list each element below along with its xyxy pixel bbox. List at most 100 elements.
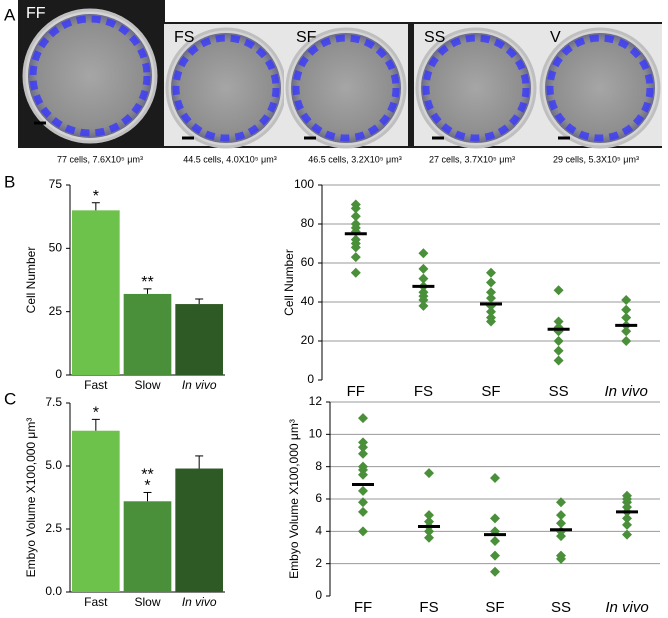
y-tick-label: 75	[49, 177, 63, 191]
significance-mark: *	[93, 188, 99, 205]
nuclei	[172, 34, 280, 142]
bar	[175, 468, 223, 592]
data-point	[621, 326, 632, 337]
significance-mark: *	[144, 478, 150, 495]
panel-label: A	[4, 5, 16, 24]
bar	[123, 501, 172, 592]
data-point	[486, 277, 496, 288]
y-axis-label: Embyo Volume X100,000 μm³	[24, 418, 38, 578]
y-tick-label: 8	[315, 459, 322, 473]
data-point	[553, 345, 564, 356]
panel-label: C	[4, 389, 16, 408]
x-tick-label: FF	[347, 383, 365, 400]
y-tick-label: 0	[307, 372, 314, 386]
panel-label: B	[4, 172, 15, 191]
data-point	[358, 448, 368, 459]
data-point	[418, 295, 429, 306]
y-tick-label: 40	[301, 294, 315, 308]
x-tick-label: SF	[485, 599, 504, 616]
data-point	[490, 513, 500, 524]
x-tick-label: FS	[414, 383, 433, 400]
data-point	[358, 469, 368, 480]
data-point	[358, 526, 368, 537]
data-point	[556, 497, 566, 508]
data-point	[358, 442, 368, 453]
data-point	[556, 510, 566, 521]
micrograph: SF	[284, 24, 408, 149]
y-tick-label: 12	[309, 394, 323, 408]
data-point	[418, 263, 429, 274]
data-point	[486, 287, 496, 298]
micrograph: FS	[164, 24, 288, 149]
image-label: FS	[174, 29, 194, 46]
y-tick-label: 2.5	[45, 521, 62, 535]
x-tick-label: SS	[551, 599, 571, 616]
data-point	[350, 211, 361, 222]
embryo	[545, 33, 655, 143]
data-point	[358, 485, 368, 496]
image-caption: 27 cells, 3.7X10⁵ μm³	[429, 154, 515, 164]
bar	[123, 293, 172, 375]
data-point	[486, 316, 496, 327]
data-point	[350, 203, 361, 214]
embryo	[28, 14, 152, 138]
data-point	[358, 506, 368, 517]
y-axis-label: Embyo Volume X100,000 μm³	[287, 419, 301, 579]
data-point	[622, 513, 632, 524]
data-point	[490, 550, 500, 561]
data-point	[350, 242, 361, 253]
significance-mark: **	[141, 274, 153, 291]
data-point	[556, 518, 566, 529]
data-point	[621, 336, 632, 346]
data-point	[553, 316, 564, 327]
y-tick-label: 5.0	[45, 458, 62, 472]
y-tick-label: 25	[49, 304, 63, 318]
data-point	[486, 306, 496, 317]
data-point	[418, 273, 429, 284]
embryo	[421, 33, 531, 143]
x-tick-label: FF	[354, 599, 372, 616]
y-tick-label: 60	[301, 255, 315, 269]
y-tick-label: 4	[315, 524, 322, 538]
x-tick-label: Slow	[134, 378, 160, 392]
significance-mark: **	[141, 467, 153, 484]
image-label: V	[550, 29, 561, 46]
y-axis-label: Cell Number	[24, 247, 38, 314]
y-axis-label: Cell Number	[282, 249, 296, 316]
data-point	[621, 304, 632, 315]
x-tick-label: Fast	[84, 378, 108, 392]
y-tick-label: 20	[301, 333, 315, 347]
nuclei	[292, 34, 400, 142]
y-tick-label: 10	[309, 427, 323, 441]
x-tick-label: In vivo	[605, 599, 648, 616]
x-tick-label: SS	[549, 383, 569, 400]
image-caption: 46.5 cells, 3.2X10⁵ μm³	[308, 154, 401, 164]
data-point	[490, 536, 500, 547]
bar	[72, 210, 120, 375]
data-point	[358, 497, 368, 508]
data-point	[621, 312, 632, 323]
data-point	[424, 510, 434, 521]
data-point	[556, 531, 566, 542]
y-tick-label: 0	[55, 367, 62, 381]
data-point	[490, 472, 500, 483]
data-point	[621, 295, 632, 306]
micrograph: FF	[22, 5, 158, 144]
data-point	[424, 468, 434, 479]
data-point	[553, 336, 564, 346]
data-point	[553, 355, 564, 366]
x-tick-label: In vivo	[182, 378, 217, 392]
data-point	[424, 532, 434, 543]
data-point	[418, 300, 429, 311]
image-label: SF	[296, 29, 317, 46]
data-point	[350, 252, 361, 263]
image-caption: 44.5 cells, 4.0X10⁵ μm³	[183, 154, 276, 164]
data-point	[553, 285, 564, 296]
data-point	[622, 529, 632, 540]
x-tick-label: SF	[481, 383, 500, 400]
y-tick-label: 100	[294, 177, 314, 191]
data-point	[350, 267, 361, 278]
x-tick-label: FS	[419, 599, 438, 616]
